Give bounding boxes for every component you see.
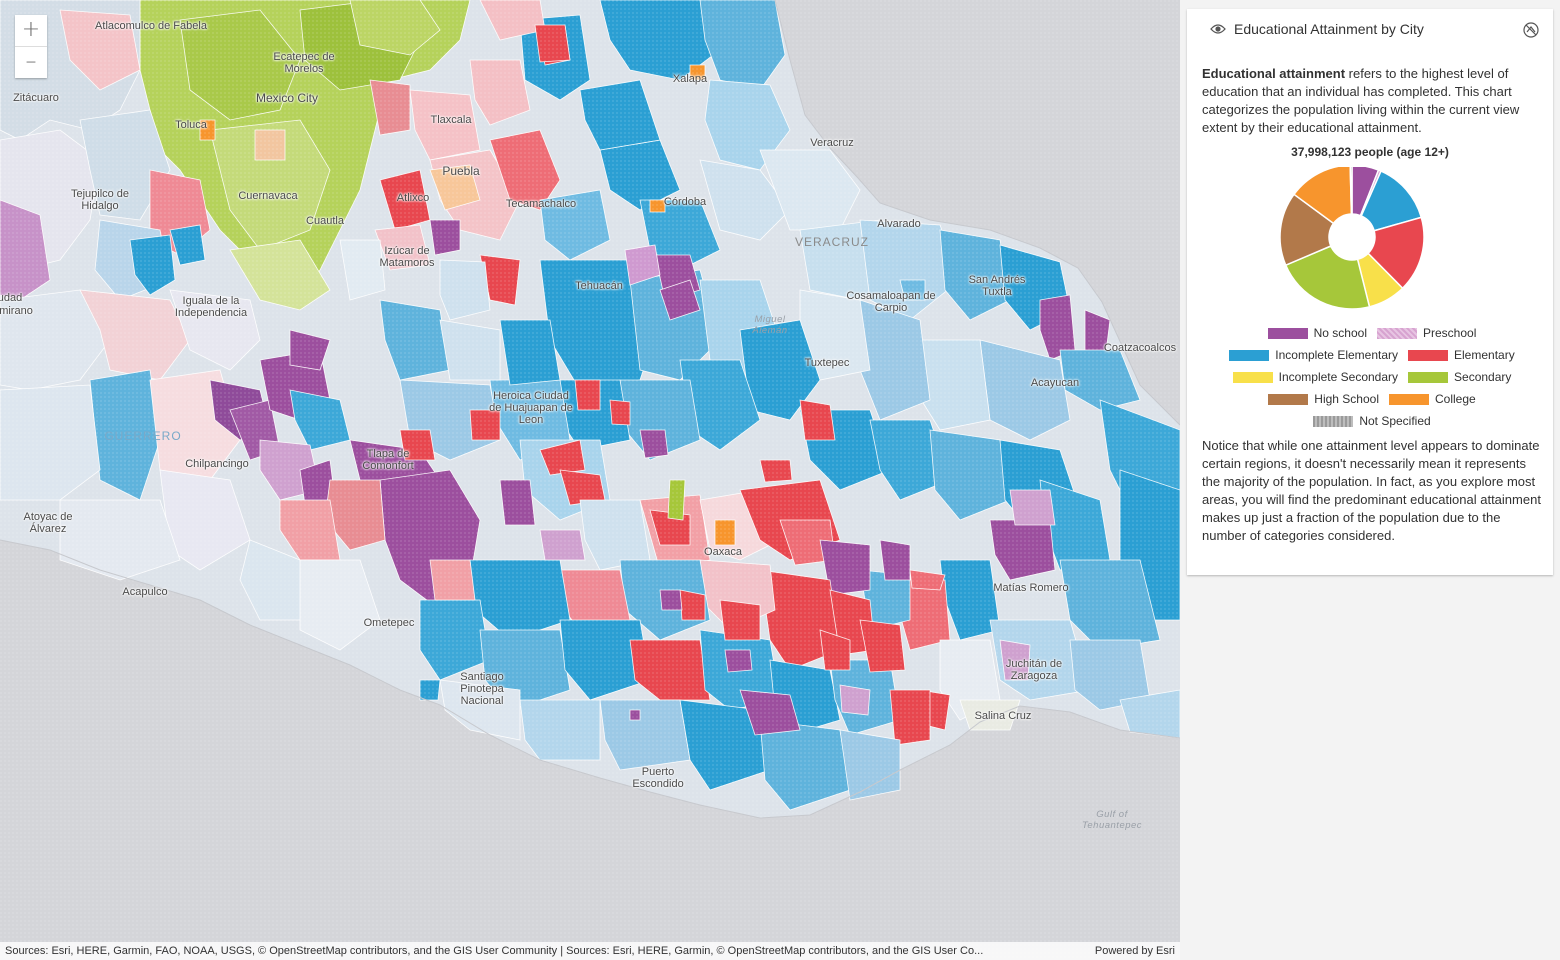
legend-item: Secondary — [1408, 370, 1511, 384]
legend-item: No school — [1267, 326, 1367, 340]
legend-label: Incomplete Secondary — [1278, 370, 1399, 384]
legend-item: Not Specified — [1313, 414, 1431, 428]
legend-row: Not Specified — [1202, 410, 1542, 432]
legend-row: No school Preschool — [1202, 322, 1542, 344]
legend-swatch — [1408, 371, 1449, 383]
map-view[interactable]: Atlacomulco de Fabela Ecatepec de Morelo… — [0, 0, 1180, 960]
legend-row: High School College — [1202, 388, 1542, 410]
legend-label: High School — [1314, 392, 1379, 406]
legend-item: Preschool — [1377, 326, 1476, 340]
powered-by-esri[interactable]: Powered by Esri — [1094, 945, 1175, 957]
legend-item: Elementary — [1408, 348, 1515, 362]
panel-description: Educational attainment refers to the hig… — [1202, 65, 1542, 137]
attribution-bar: Sources: Esri, HERE, Garmin, FAO, NOAA, … — [0, 942, 1180, 960]
panel-note: Notice that while one attainment level a… — [1202, 438, 1541, 543]
hide-layer-icon[interactable] — [1522, 21, 1540, 44]
legend-swatch — [1389, 393, 1429, 405]
legend-label: Secondary — [1454, 370, 1512, 384]
legend-swatch — [1313, 415, 1354, 427]
eye-icon[interactable] — [1210, 22, 1226, 40]
layer-panel: Educational Attainment by City Education… — [1187, 9, 1553, 575]
legend-row: Incomplete Elementary Elementary — [1202, 344, 1542, 366]
panel-title: Educational Attainment by City — [1234, 21, 1424, 37]
coastline — [0, 539, 1180, 819]
gulf-coastline — [774, 0, 1180, 426]
legend-label: Elementary — [1454, 348, 1515, 362]
legend-swatch — [1408, 349, 1449, 361]
legend-item: Incomplete Elementary — [1229, 348, 1398, 362]
choropleth-map[interactable] — [0, 0, 1180, 960]
attainment-pie-chart[interactable] — [1275, 167, 1465, 317]
legend-swatch — [1232, 371, 1273, 383]
legend-row: Incomplete Secondary Secondary — [1202, 366, 1542, 388]
population-total: 37,998,123 people (age 12+) — [1291, 145, 1449, 159]
legend-item: College — [1389, 392, 1476, 406]
legend-swatch — [1267, 327, 1308, 339]
legend-item: High School — [1268, 392, 1379, 406]
attribution-sources[interactable]: Sources: Esri, HERE, Garmin, FAO, NOAA, … — [5, 945, 984, 957]
panel-header: Educational Attainment by City — [1187, 9, 1553, 49]
pie-slice-high-school[interactable] — [1279, 193, 1335, 267]
legend-swatch — [1229, 349, 1270, 361]
legend-swatch — [1377, 327, 1417, 339]
legend-swatch — [1268, 393, 1309, 405]
legend-label: College — [1435, 392, 1476, 406]
legend-label: Preschool — [1423, 326, 1477, 340]
zoom-control: + – — [15, 15, 47, 78]
pie-slice-not-specified[interactable] — [1349, 167, 1353, 215]
legend-label: Not Specified — [1359, 414, 1431, 428]
pie-slice-incomplete-elementary[interactable] — [1360, 170, 1423, 232]
chart-legend: No school Preschool Incomplete Elementary E… — [1202, 322, 1542, 432]
zoom-out-button[interactable]: – — [15, 46, 47, 78]
description-text: refers to the highest level of education… — [1202, 66, 1520, 135]
pie-slice-secondary[interactable] — [1284, 245, 1371, 310]
zoom-in-button[interactable]: + — [21, 17, 41, 42]
legend-item: Incomplete Secondary — [1232, 370, 1399, 384]
legend-label: No school — [1313, 326, 1367, 340]
pie-slice-college[interactable] — [1292, 167, 1353, 225]
legend-label: Incomplete Elementary — [1275, 348, 1399, 362]
pie-slice-elementary[interactable] — [1367, 216, 1425, 290]
description-term: Educational attainment — [1202, 66, 1346, 81]
